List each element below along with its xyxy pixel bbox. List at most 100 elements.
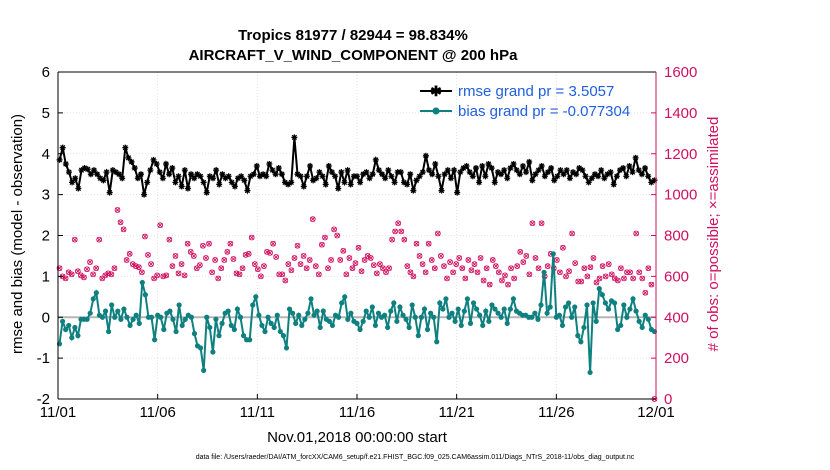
obs-possible-marker: [465, 257, 472, 263]
rmse-point: [125, 154, 132, 161]
obs-assimilated-marker: [340, 248, 346, 254]
rmse-point: [328, 169, 335, 176]
obs-possible-marker: [563, 273, 569, 280]
obs-possible-marker: [157, 222, 164, 229]
rmse-point: [382, 175, 389, 182]
obs-assimilated-marker: [368, 255, 374, 261]
obs-assimilated-marker: [288, 267, 294, 273]
rmse-point: [391, 179, 398, 186]
bias-point: [201, 367, 207, 373]
bias-point: [529, 314, 535, 320]
obs-possible-marker: [248, 234, 255, 241]
obs-possible-marker: [175, 270, 182, 277]
x-tick-label: 11/01: [40, 404, 76, 421]
obs-possible-marker: [322, 234, 328, 241]
bias-point: [360, 318, 366, 324]
obs-possible-marker: [447, 259, 453, 265]
bias-point: [581, 324, 587, 331]
bias-point: [314, 308, 320, 314]
rmse-point: [194, 171, 201, 178]
rmse-point: [144, 179, 151, 186]
bias-point: [290, 310, 296, 316]
obs-possible-marker: [312, 263, 319, 270]
obs-assimilated-marker: [584, 273, 590, 279]
rmse-point: [616, 167, 623, 174]
obs-assimilated-marker: [246, 251, 252, 257]
obs-possible-marker: [639, 275, 646, 282]
rmse-point: [482, 173, 489, 180]
obs-possible-marker: [300, 253, 307, 259]
obs-assimilated-marker: [294, 243, 301, 249]
bias-point: [504, 320, 510, 326]
bias-point: [277, 328, 283, 335]
obs-possible-marker: [380, 265, 386, 272]
rmse-point: [588, 175, 595, 182]
obs-possible-marker: [596, 275, 603, 282]
rmse-point: [128, 158, 135, 165]
rmse-point: [316, 169, 323, 176]
obs-possible-marker: [511, 275, 517, 282]
bias-point: [317, 324, 323, 331]
obs-assimilated-marker: [581, 265, 587, 271]
y-tick-label: 3: [42, 187, 50, 204]
obs-assimilated-marker: [484, 265, 490, 271]
bias-point: [391, 300, 397, 306]
bias-point: [102, 308, 109, 314]
obs-possible-marker: [523, 253, 530, 259]
obs-assimilated-marker: [517, 249, 523, 255]
bias-point: [148, 314, 155, 320]
rmse-point: [65, 169, 72, 176]
obs-assimilated-marker: [175, 270, 182, 276]
rmse-point: [551, 177, 558, 184]
obs-assimilated-marker: [121, 226, 127, 232]
obs-assimilated-marker: [380, 265, 386, 271]
rmse-point: [510, 160, 517, 167]
bias-point: [63, 326, 69, 333]
obs-assimilated-marker: [435, 230, 441, 236]
obs-assimilated-marker: [639, 275, 645, 281]
rmse-point: [410, 187, 417, 194]
obs-possible-marker: [197, 262, 203, 268]
bias-point: [130, 316, 136, 322]
bias-point: [489, 302, 495, 308]
rmse-point: [400, 179, 407, 186]
obs-possible-marker: [267, 250, 273, 256]
obs-possible-marker: [422, 269, 429, 276]
obs-assimilated-marker: [365, 253, 371, 259]
obs-assimilated-marker: [227, 241, 233, 247]
bias-point: [618, 322, 624, 329]
obs-assimilated-marker: [102, 272, 108, 278]
obs-possible-marker: [450, 269, 456, 276]
bias-point: [283, 345, 290, 351]
obs-possible-marker: [282, 277, 289, 284]
y2-tick-label: 800: [664, 228, 689, 245]
obs-assimilated-marker: [191, 253, 197, 259]
obs-assimilated-marker: [163, 272, 169, 278]
bias-point: [133, 312, 139, 318]
obs-assimilated-marker: [621, 275, 627, 281]
obs-assimilated-marker: [413, 241, 420, 247]
bias-point: [452, 318, 458, 324]
rmse-point: [281, 179, 288, 186]
rmse-point: [247, 173, 254, 180]
obs-assimilated-marker: [478, 255, 484, 261]
bias-point: [139, 279, 145, 286]
obs-possible-marker: [456, 255, 463, 261]
bias-point: [302, 316, 308, 322]
bias-point: [336, 314, 342, 320]
obs-assimilated-marker: [508, 265, 514, 271]
bias-point: [495, 310, 501, 316]
rmse-point: [294, 171, 301, 178]
obs-assimilated-marker: [453, 261, 459, 267]
obs-possible-marker: [294, 242, 301, 249]
bias-point: [544, 310, 550, 316]
obs-possible-marker: [505, 281, 511, 288]
rmse-point: [244, 187, 251, 194]
obs-possible-marker: [142, 233, 148, 240]
obs-possible-marker: [337, 257, 344, 263]
rmse-point: [238, 173, 245, 180]
bias-point: [124, 314, 130, 320]
rmse-point: [106, 189, 113, 196]
obs-possible-marker: [441, 263, 447, 270]
obs-assimilated-marker: [545, 263, 551, 269]
